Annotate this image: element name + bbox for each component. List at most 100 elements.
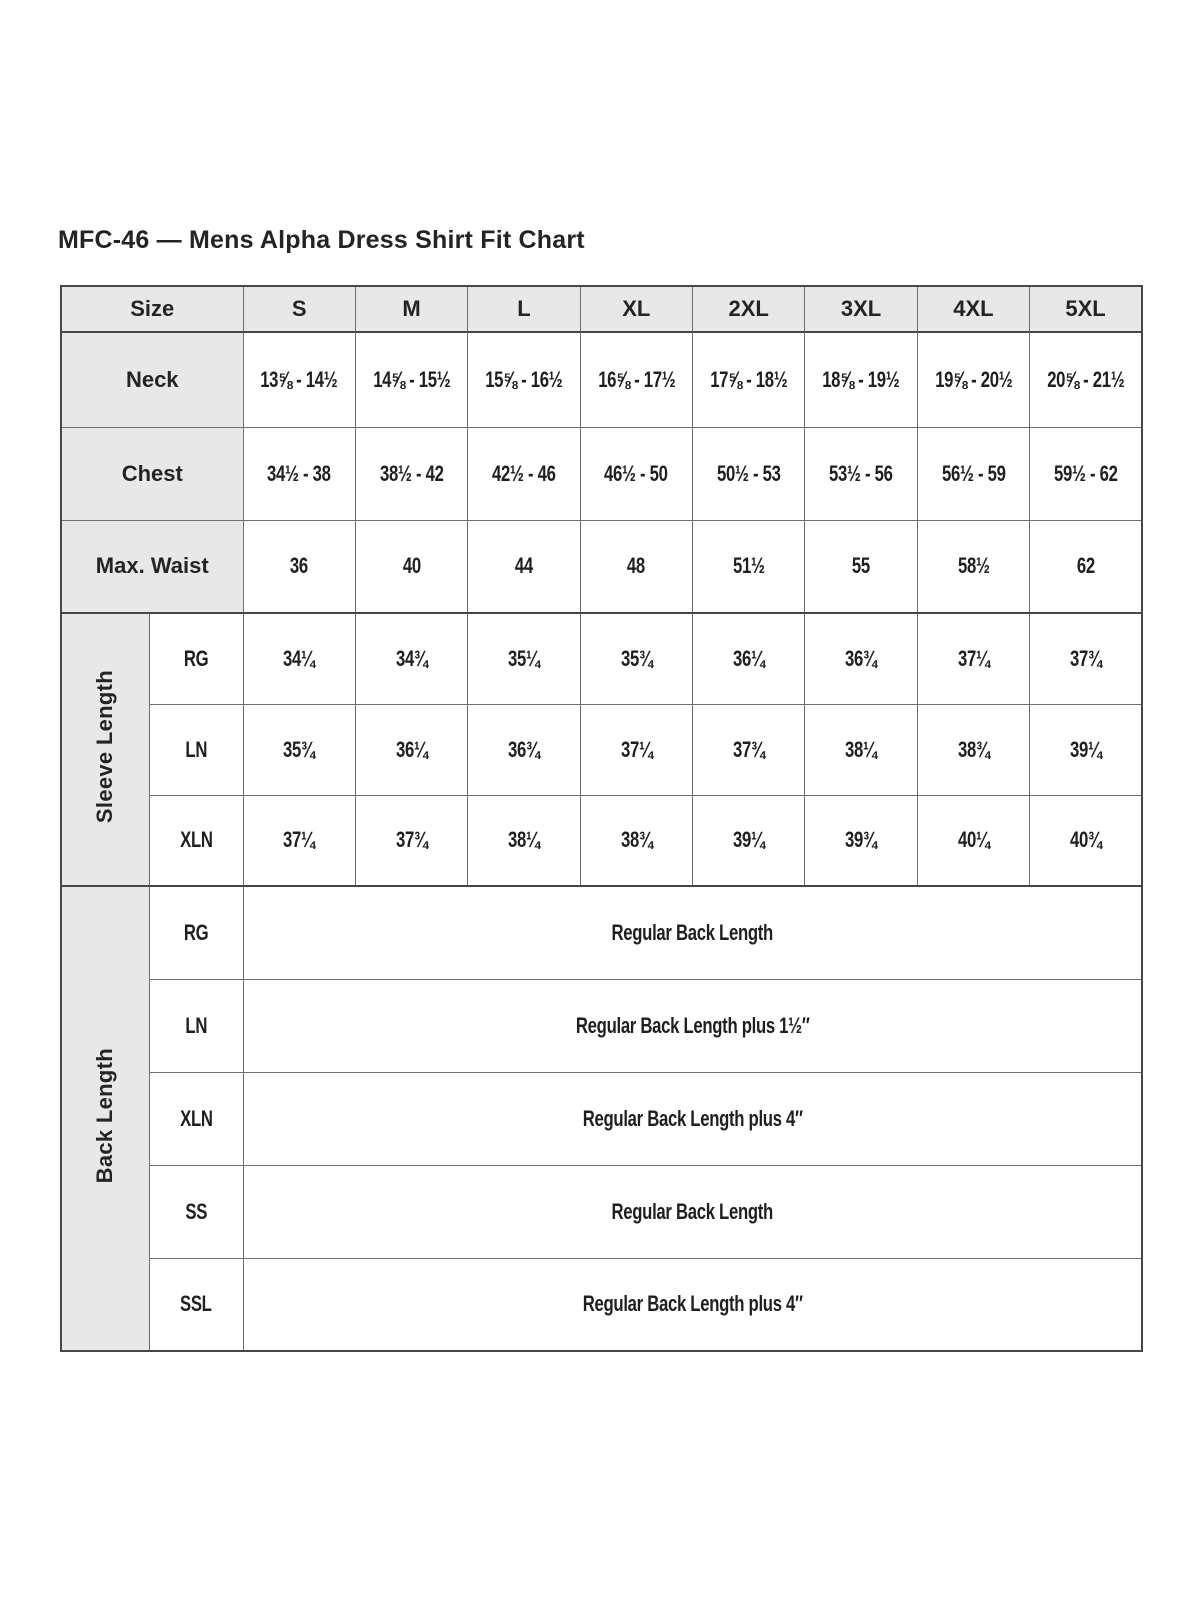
- back-code-cell: SS: [148, 1164, 244, 1259]
- chest-cell: 46½ - 50: [579, 426, 694, 521]
- neck-cell: 13⅝ - 14½: [242, 331, 356, 428]
- sleeve-cell: 34¼: [242, 612, 356, 705]
- chest-cell: 56½ - 59: [916, 426, 1031, 521]
- cell-value: Regular Back Length plus 4″: [582, 1105, 803, 1131]
- cell-value: 38¾: [620, 827, 653, 853]
- sleeve-cell: 36¾: [467, 703, 581, 796]
- chest-cell: 34½ - 38: [242, 426, 356, 521]
- cell-value: LN: [185, 736, 207, 762]
- neck-cell: 17⅝ - 18½: [691, 331, 806, 428]
- chest-cell: 53½ - 56: [804, 426, 918, 521]
- sleeve-cell: 36¾: [804, 612, 918, 705]
- cell-value: 15⅝ - 16½: [485, 366, 563, 392]
- cell-value: 39¼: [732, 827, 765, 853]
- back-xln-row: XLN Regular Back Length plus 4″: [61, 1071, 1143, 1166]
- cell-value: 35¾: [620, 645, 653, 671]
- sleeve-cell: 35¾: [242, 703, 356, 796]
- cell-value: 18⅝ - 19½: [822, 366, 900, 392]
- chest-cell: 42½ - 46: [467, 426, 581, 521]
- neck-cell: 15⅝ - 16½: [467, 331, 581, 428]
- cell-value: XLN: [179, 827, 213, 853]
- cell-value: 38¾: [957, 736, 990, 762]
- cell-value: 35¼: [508, 645, 540, 671]
- cell-value: XLN: [179, 1105, 213, 1131]
- col-header-5xl: 5XL: [1029, 285, 1143, 333]
- cell-value: 58½: [957, 553, 990, 579]
- neck-row: Neck 13⅝ - 14½ 14⅝ - 15½ 15⅝ - 16½ 16⅝ -…: [60, 331, 1143, 428]
- max-waist-cell: 58½: [916, 519, 1031, 614]
- sleeve-code-cell: LN: [148, 703, 244, 796]
- cell-value: 17⅝ - 18½: [710, 366, 788, 392]
- sleeve-cell: 34¾: [354, 612, 469, 705]
- back-code-cell: XLN: [148, 1071, 244, 1166]
- max-waist-cell: 48: [579, 519, 694, 614]
- cell-value: 37¼: [620, 736, 653, 762]
- cell-value: 36¼: [395, 736, 428, 762]
- cell-value: 20⅝ - 21½: [1046, 366, 1125, 392]
- cell-value: 40¼: [957, 827, 990, 853]
- neck-cell: 16⅝ - 17½: [579, 331, 694, 428]
- cell-value: 44: [514, 553, 533, 579]
- fit-chart-table: Size S M L XL 2XL 3XL 4XL 5XL Neck 13⅝ -…: [60, 285, 1143, 1352]
- col-header-l: L: [467, 285, 581, 333]
- sleeve-cell: 40¼: [916, 794, 1031, 887]
- cell-value: 42½ - 46: [492, 460, 556, 486]
- back-ssl-row: SSL Regular Back Length plus 4″: [61, 1257, 1143, 1352]
- neck-cell: 18⅝ - 19½: [804, 331, 918, 428]
- chest-cell: 59½ - 62: [1029, 426, 1143, 521]
- sleeve-cell: 37¼: [916, 612, 1031, 705]
- cell-value: 53½ - 56: [829, 460, 893, 486]
- back-ss-row: SS Regular Back Length: [61, 1164, 1143, 1259]
- sleeve-rg-row: Sleeve Length RG 34¼ 34¾ 35¼ 35¾ 36¼ 36¾…: [60, 612, 1143, 887]
- sleeve-cell: 39¼: [1029, 703, 1143, 796]
- sleeve-cell: 36¼: [691, 612, 806, 705]
- back-rg-row: Back Length RG Regular Back Length: [60, 885, 1143, 1352]
- max-waist-cell: 44: [467, 519, 581, 614]
- col-header-xl: XL: [579, 285, 694, 333]
- cell-value: LN: [185, 1012, 207, 1038]
- back-length-label: Back Length: [92, 1048, 118, 1184]
- cell-value: 40: [402, 553, 421, 579]
- sleeve-cell: 37¾: [354, 794, 469, 887]
- sleeve-cell: 36¼: [354, 703, 469, 796]
- back-code-cell: LN: [148, 978, 244, 1073]
- sleeve-cell: 37¼: [579, 703, 694, 796]
- size-header-cell: Size: [60, 285, 244, 333]
- chest-cell: 38½ - 42: [354, 426, 469, 521]
- cell-value: 37¾: [1069, 645, 1102, 671]
- sleeve-cell: 37¾: [1029, 612, 1143, 705]
- sleeve-section-label: Sleeve Length: [60, 612, 150, 887]
- cell-value: 48: [627, 553, 646, 579]
- cell-value: Regular Back Length: [611, 919, 774, 945]
- max-waist-cell: 51½: [691, 519, 806, 614]
- back-code-cell: SSL: [148, 1257, 244, 1352]
- cell-value: 62: [1076, 553, 1095, 579]
- cell-value: 37¼: [283, 827, 316, 853]
- col-header-3xl: 3XL: [804, 285, 918, 333]
- sleeve-cell: 40¾: [1029, 794, 1143, 887]
- cell-value: 36¾: [845, 645, 877, 671]
- neck-cell: 19⅝ - 20½: [916, 331, 1031, 428]
- cell-value: 39¼: [1069, 736, 1102, 762]
- sleeve-cell: 35¼: [467, 612, 581, 705]
- sleeve-code-cell: XLN: [148, 794, 244, 887]
- cell-value: 35¾: [283, 736, 316, 762]
- cell-value: 36: [290, 553, 309, 579]
- back-section-label: Back Length: [60, 885, 150, 1352]
- sleeve-length-label: Sleeve Length: [92, 670, 118, 824]
- sleeve-cell: 38¾: [916, 703, 1031, 796]
- cell-value: 38¼: [845, 736, 877, 762]
- cell-value: 36¾: [508, 736, 540, 762]
- cell-value: 37¾: [395, 827, 428, 853]
- col-header-m: M: [354, 285, 469, 333]
- page-title: MFC-46 — Mens Alpha Dress Shirt Fit Char…: [58, 226, 585, 254]
- neck-cell: 20⅝ - 21½: [1029, 331, 1143, 428]
- sleeve-cell: 39¾: [804, 794, 918, 887]
- cell-value: 50½ - 53: [716, 460, 781, 486]
- cell-value: Regular Back Length plus 4″: [582, 1291, 803, 1317]
- cell-value: 37¼: [957, 645, 990, 671]
- sleeve-cell: 38¼: [804, 703, 918, 796]
- max-waist-row: Max. Waist 36 40 44 48 51½ 55 58½ 62: [60, 519, 1143, 614]
- chest-row-label: Chest: [60, 426, 244, 521]
